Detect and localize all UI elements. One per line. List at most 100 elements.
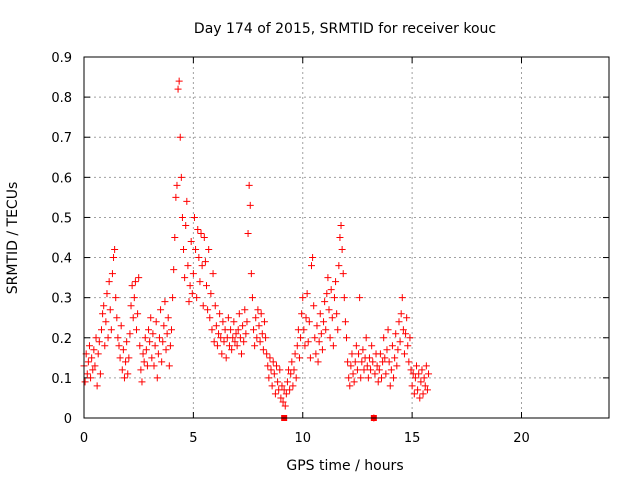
data-point [334, 326, 342, 334]
data-point [397, 310, 405, 318]
y-tick-label: 0.1 [51, 372, 72, 387]
x-tick-label: 15 [404, 431, 421, 446]
data-point [148, 354, 156, 362]
data-point [95, 338, 103, 346]
data-point [394, 346, 402, 354]
data-point [239, 322, 247, 330]
data-point [395, 318, 403, 326]
data-point [256, 338, 264, 346]
data-point [212, 322, 220, 330]
data-point [398, 294, 406, 302]
data-point [120, 374, 128, 382]
grid-lines [84, 57, 609, 418]
data-point [171, 234, 179, 241]
data-point [259, 346, 267, 354]
data-point [400, 350, 408, 358]
data-point [403, 314, 411, 322]
data-point [219, 318, 227, 326]
data-point [193, 294, 201, 302]
data-point [267, 366, 275, 374]
data-point [119, 346, 127, 354]
data-point [216, 310, 224, 318]
data-point [323, 290, 331, 298]
data-point [184, 262, 192, 270]
data-point [224, 314, 232, 322]
data-point [387, 366, 395, 374]
data-point [253, 334, 261, 342]
data-point [105, 278, 113, 286]
data-point [388, 342, 396, 350]
y-tick-label: 0.5 [51, 211, 72, 226]
data-point [335, 262, 343, 270]
data-point [84, 358, 92, 366]
data-point [282, 390, 290, 398]
y-axis-title: SRMTID / TECUs [5, 182, 21, 295]
data-point [258, 330, 266, 338]
data-point [114, 334, 122, 342]
data-point [357, 374, 365, 382]
data-point [90, 346, 98, 354]
y-tick-label: 0.2 [51, 332, 72, 347]
data-point [196, 278, 204, 286]
data-point [247, 270, 255, 278]
data-point [81, 378, 89, 386]
data-point [134, 310, 142, 318]
data-point [172, 193, 180, 201]
data-point [161, 298, 169, 306]
data-point [378, 374, 385, 382]
data-point [293, 342, 301, 350]
data-point [98, 326, 105, 334]
data-point [281, 402, 289, 410]
data-point [352, 342, 360, 350]
data-point [368, 342, 376, 350]
data-point [325, 306, 333, 314]
data-point [186, 282, 194, 290]
data-point [206, 314, 214, 322]
data-point [159, 338, 167, 346]
data-point [124, 370, 132, 378]
data-point [425, 370, 433, 378]
data-point [244, 229, 252, 237]
data-point [122, 358, 130, 366]
data-point [102, 318, 110, 326]
data-point [270, 370, 278, 378]
data-point [188, 290, 196, 298]
data-point [89, 366, 97, 374]
data-point [343, 334, 350, 342]
data-point [106, 306, 114, 314]
data-point [195, 254, 203, 262]
data-point [160, 322, 168, 330]
data-point [127, 302, 135, 310]
data-point [116, 354, 124, 362]
data-point [133, 326, 140, 334]
data-point [241, 306, 249, 314]
data-point [384, 326, 392, 334]
data-point [407, 366, 415, 374]
data-point [128, 282, 136, 290]
data-point [157, 306, 165, 314]
data-point [248, 294, 256, 302]
data-point [88, 354, 96, 362]
data-point [266, 354, 274, 362]
data-point [207, 290, 215, 298]
data-point [194, 225, 202, 233]
data-point [315, 338, 323, 346]
data-point [154, 350, 162, 358]
data-point [355, 350, 363, 358]
data-point [165, 362, 173, 370]
data-point [344, 358, 352, 366]
data-point [227, 326, 235, 334]
data-point [149, 330, 157, 338]
data-point [385, 358, 393, 366]
data-point [117, 322, 125, 330]
data-point [113, 314, 121, 322]
data-point [231, 338, 239, 346]
data-point [310, 302, 318, 310]
data-point [346, 382, 354, 390]
data-point [338, 246, 346, 254]
data-point [312, 350, 320, 358]
data-point [359, 346, 367, 354]
data-point [246, 201, 254, 209]
data-point [158, 358, 166, 366]
